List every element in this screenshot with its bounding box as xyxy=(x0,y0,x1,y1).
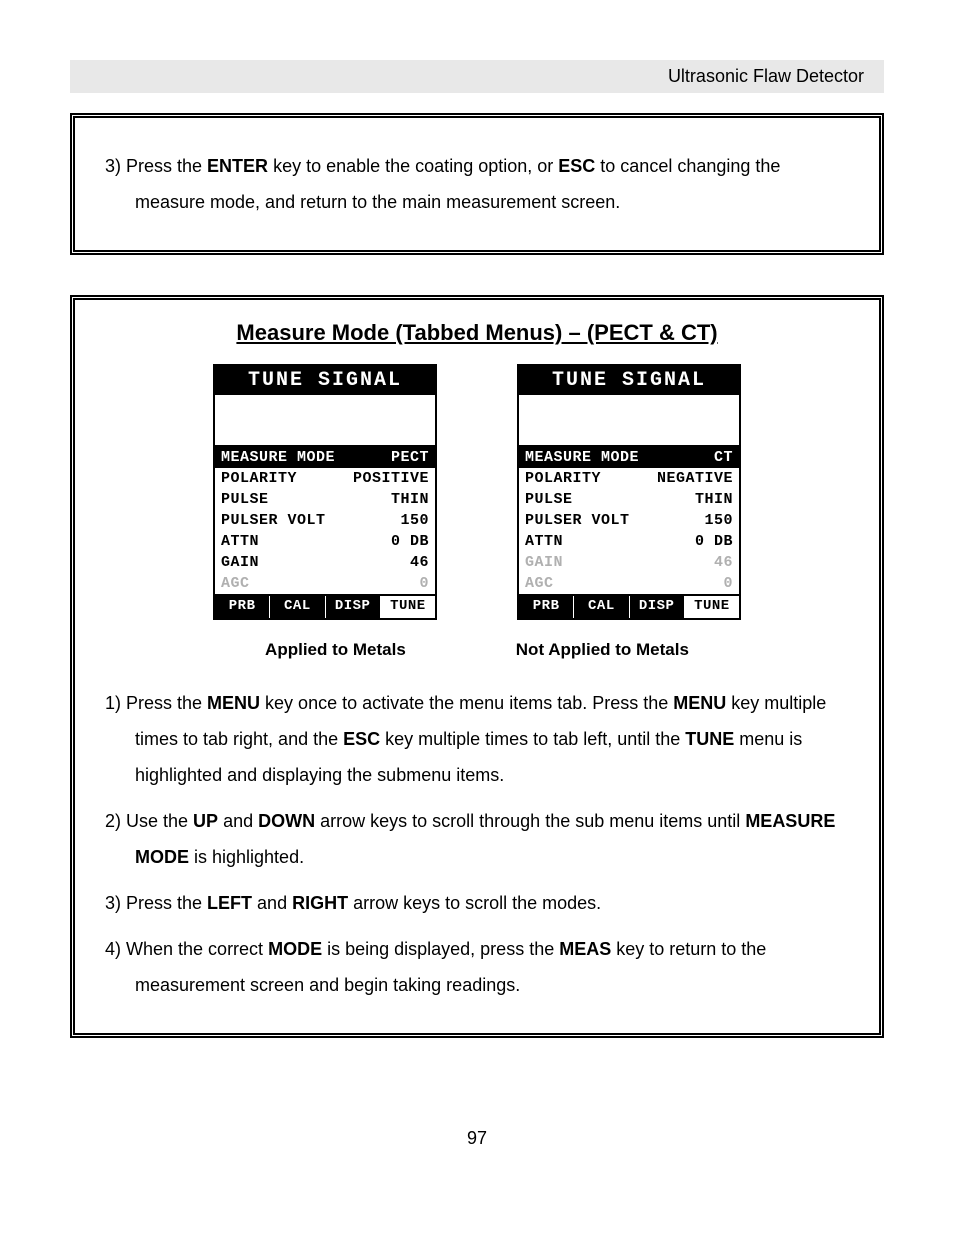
tab-prb[interactable]: PRB xyxy=(215,596,270,618)
menu-row-value: 0 DB xyxy=(695,533,733,550)
menu-row-label: GAIN xyxy=(525,554,563,571)
menu-row-label: PULSE xyxy=(221,491,269,508)
menu-row-label: AGC xyxy=(525,575,554,592)
menu-row-label: PULSE xyxy=(525,491,573,508)
menu-row[interactable]: PULSER VOLT 150 xyxy=(519,510,739,531)
menu-row[interactable]: PULSE THIN xyxy=(215,489,435,510)
tab-disp[interactable]: DISP xyxy=(326,596,381,618)
menu-row[interactable]: POLARITY POSITIVE xyxy=(215,468,435,489)
menu-row-label: MEASURE MODE xyxy=(525,449,639,466)
menu-row[interactable]: GAIN 46 xyxy=(519,552,739,573)
screen-left-title: TUNE SIGNAL xyxy=(215,366,435,395)
instruction-box-2: Measure Mode (Tabbed Menus) – (PECT & CT… xyxy=(70,295,884,1038)
screens-container: TUNE SIGNAL MEASURE MODE PECT POLARITY POSI… xyxy=(105,364,849,620)
box2-title: Measure Mode (Tabbed Menus) – (PECT & CT… xyxy=(105,320,849,346)
menu-row-label: AGC xyxy=(221,575,250,592)
captions: Applied to Metals Not Applied to Metals xyxy=(105,640,849,660)
menu-row-label: MEASURE MODE xyxy=(221,449,335,466)
menu-row[interactable]: POLARITY NEGATIVE xyxy=(519,468,739,489)
menu-row-value: 150 xyxy=(400,512,429,529)
menu-row-value: THIN xyxy=(695,491,733,508)
menu-row-label: GAIN xyxy=(221,554,259,571)
menu-row-label: POLARITY xyxy=(525,470,601,487)
screen-left-gap xyxy=(215,395,435,447)
menu-row[interactable]: PULSER VOLT 150 xyxy=(215,510,435,531)
menu-row[interactable]: GAIN 46 xyxy=(215,552,435,573)
page-header: Ultrasonic Flaw Detector xyxy=(70,60,884,93)
instruction-box-1: 3) Press the ENTER key to enable the coa… xyxy=(70,113,884,255)
menu-row-value: 46 xyxy=(714,554,733,571)
menu-row[interactable]: MEASURE MODE PECT xyxy=(215,447,435,468)
tab-cal[interactable]: CAL xyxy=(574,596,629,618)
menu-row-label: PULSER VOLT xyxy=(525,512,630,529)
menu-row-label: PULSER VOLT xyxy=(221,512,326,529)
screen-left-rows: MEASURE MODE PECT POLARITY POSITIVE PULSE THI… xyxy=(215,447,435,594)
menu-row-value: 46 xyxy=(410,554,429,571)
page-number: 97 xyxy=(0,1128,954,1149)
menu-row[interactable]: ATTN 0 DB xyxy=(519,531,739,552)
screen-right-title: TUNE SIGNAL xyxy=(519,366,739,395)
screen-right-rows: MEASURE MODECTPOLARITYNEGATIVEPULSETHINP… xyxy=(519,447,739,594)
box2-step3: 3) Press the LEFT and RIGHT arrow keys t… xyxy=(105,885,849,921)
screen-right: TUNE SIGNAL MEASURE MODE CT POLARITY NEGATI… xyxy=(517,364,741,620)
caption-right: Not Applied to Metals xyxy=(516,640,689,660)
menu-row-value: 0 xyxy=(723,575,733,592)
box2-step4: 4) When the correct MODE is being displa… xyxy=(105,931,849,1003)
menu-row-value: 150 xyxy=(704,512,733,529)
menu-row-value: PECT xyxy=(391,449,429,466)
menu-row-value: CT xyxy=(714,449,733,466)
menu-row-label: ATTN xyxy=(525,533,563,550)
screen-right-gap xyxy=(519,395,739,447)
menu-row-value: 0 DB xyxy=(391,533,429,550)
menu-row[interactable]: AGC 0 xyxy=(215,573,435,594)
screen-left: TUNE SIGNAL MEASURE MODE PECT POLARITY POSI… xyxy=(213,364,437,620)
menu-row-value: POSITIVE xyxy=(353,470,429,487)
menu-row[interactable]: ATTN 0 DB xyxy=(215,531,435,552)
tab-tune[interactable]: TUNE xyxy=(685,596,739,618)
tab-disp[interactable]: DISP xyxy=(630,596,685,618)
box2-step1: 1) Press the MENU key once to activate t… xyxy=(105,685,849,793)
menu-row[interactable]: MEASURE MODE CT xyxy=(519,447,739,468)
screen-right-tabs: PRBCALDISPTUNE xyxy=(519,594,739,618)
box1-step3: 3) Press the ENTER key to enable the coa… xyxy=(105,148,849,220)
box2-step2: 2) Use the UP and DOWN arrow keys to scr… xyxy=(105,803,849,875)
menu-row-label: ATTN xyxy=(221,533,259,550)
screen-left-tabs: PRBCALDISPTUNE xyxy=(215,594,435,618)
menu-row-value: 0 xyxy=(419,575,429,592)
tab-prb[interactable]: PRB xyxy=(519,596,574,618)
caption-left: Applied to Metals xyxy=(265,640,406,660)
tab-cal[interactable]: CAL xyxy=(270,596,325,618)
menu-row-value: NEGATIVE xyxy=(657,470,733,487)
menu-row[interactable]: AGC 0 xyxy=(519,573,739,594)
menu-row-value: THIN xyxy=(391,491,429,508)
tab-tune[interactable]: TUNE xyxy=(381,596,435,618)
menu-row-label: POLARITY xyxy=(221,470,297,487)
menu-row[interactable]: PULSE THIN xyxy=(519,489,739,510)
